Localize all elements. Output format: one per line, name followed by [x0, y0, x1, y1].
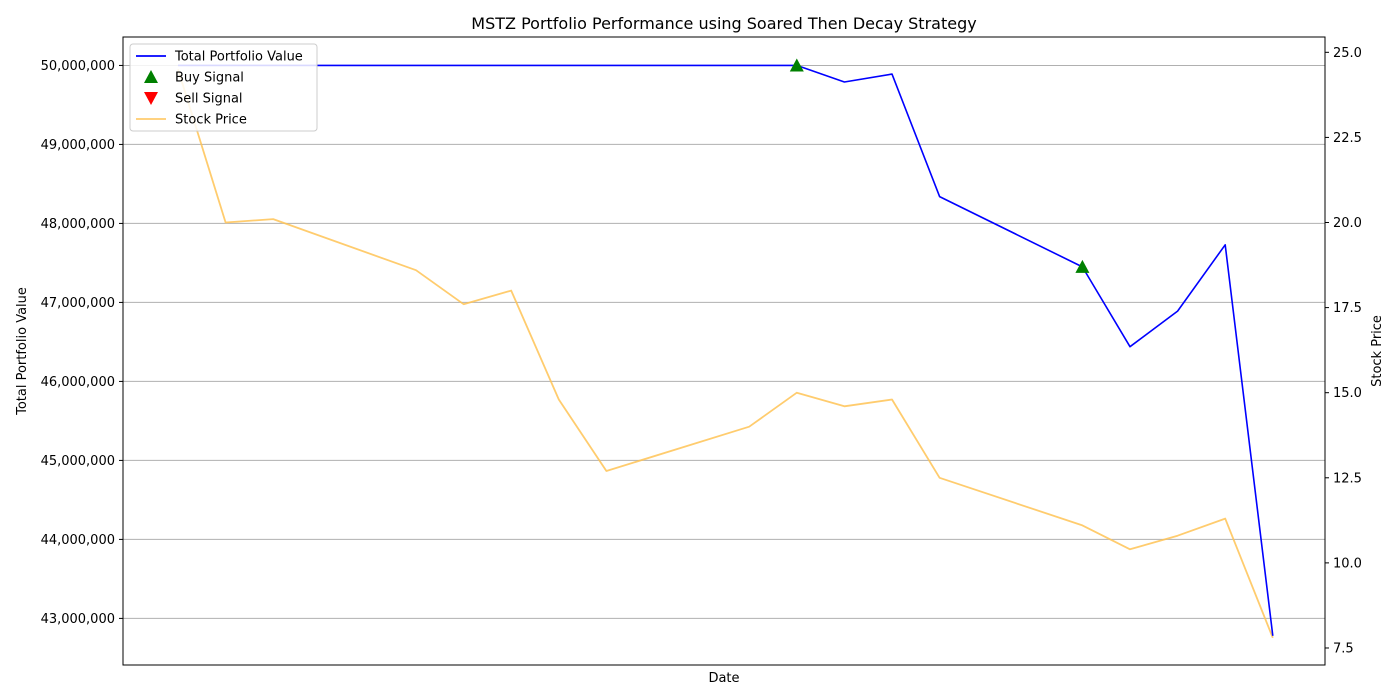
chart-title: MSTZ Portfolio Performance using Soared … [471, 14, 976, 33]
legend: Total Portfolio Value Buy Signal Sell Sign… [129, 43, 318, 132]
plot-frame [122, 36, 1326, 666]
stock-price-line [177, 69, 1274, 639]
left-tick-label: 48,000,000 [41, 217, 115, 232]
left-tick-label: 44,000,000 [41, 533, 115, 548]
legend-label: Stock Price [175, 113, 247, 128]
right-tick-label: 12.5 [1333, 471, 1362, 486]
right-tick-label: 22.5 [1333, 131, 1362, 146]
buy-signal-marker [789, 58, 804, 72]
right-tick-label: 25.0 [1333, 46, 1362, 61]
right-axis: 7.5 10.0 12.5 15.0 17.5 20.0 22.5 25.0 [1325, 46, 1362, 656]
left-tick-label: 47,000,000 [41, 296, 115, 311]
legend-label: Sell Signal [175, 92, 243, 107]
x-axis-label: Date [708, 671, 739, 686]
legend-label: Total Portfolio Value [174, 50, 303, 65]
right-tick-label: 7.5 [1333, 641, 1354, 656]
legend-label: Buy Signal [175, 71, 244, 86]
right-tick-label: 17.5 [1333, 301, 1362, 316]
stock-price-series [177, 69, 1274, 639]
right-axis-label: Stock Price [1370, 315, 1385, 387]
left-tick-label: 43,000,000 [41, 612, 115, 627]
portfolio-series [178, 64, 1274, 636]
left-tick-label: 45,000,000 [41, 454, 115, 469]
legend-box [129, 43, 318, 132]
grid-lines [123, 64, 1325, 619]
right-tick-label: 15.0 [1333, 386, 1362, 401]
buy-signals [789, 58, 1090, 273]
buy-signal-marker [1075, 259, 1090, 273]
legend-swatch [144, 92, 158, 105]
right-tick-label: 20.0 [1333, 216, 1362, 231]
right-tick-label: 10.0 [1333, 556, 1362, 571]
left-axis-label: Total Portfolio Value [15, 287, 30, 416]
left-tick-label: 49,000,000 [41, 138, 115, 153]
left-axis: 43,000,000 44,000,000 45,000,000 46,000,000… [41, 59, 123, 627]
portfolio-value-line [178, 64, 1274, 636]
left-tick-label: 46,000,000 [41, 375, 115, 390]
left-tick-label: 50,000,000 [41, 59, 115, 74]
legend-swatch [144, 70, 158, 83]
